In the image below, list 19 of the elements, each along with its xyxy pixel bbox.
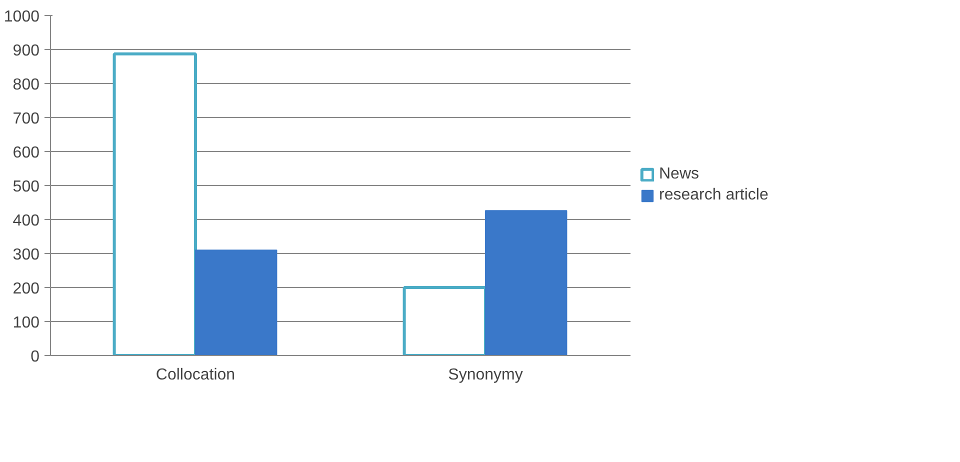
bar	[485, 210, 568, 356]
y-tick-label: 300	[12, 246, 40, 264]
x-tick-label: Synonymy	[448, 366, 523, 384]
legend-label: research article	[659, 186, 768, 204]
y-tick-label: 900	[12, 42, 40, 60]
y-tick-label: 700	[12, 110, 40, 128]
y-tick-label: 500	[12, 178, 40, 196]
y-tick-label: 800	[12, 76, 40, 94]
bar	[195, 250, 278, 356]
y-tick-label: 1000	[4, 8, 40, 26]
x-tick-label: Collocation	[156, 366, 236, 384]
bar	[112, 52, 197, 356]
legend-label: News	[659, 166, 700, 184]
bar	[402, 286, 487, 356]
y-tick-label: 600	[12, 144, 40, 162]
y-tick-label: 200	[12, 280, 40, 298]
y-tick-label: 0	[30, 348, 40, 366]
y-tick-label: 400	[12, 212, 40, 230]
y-tick-label: 100	[12, 314, 40, 332]
